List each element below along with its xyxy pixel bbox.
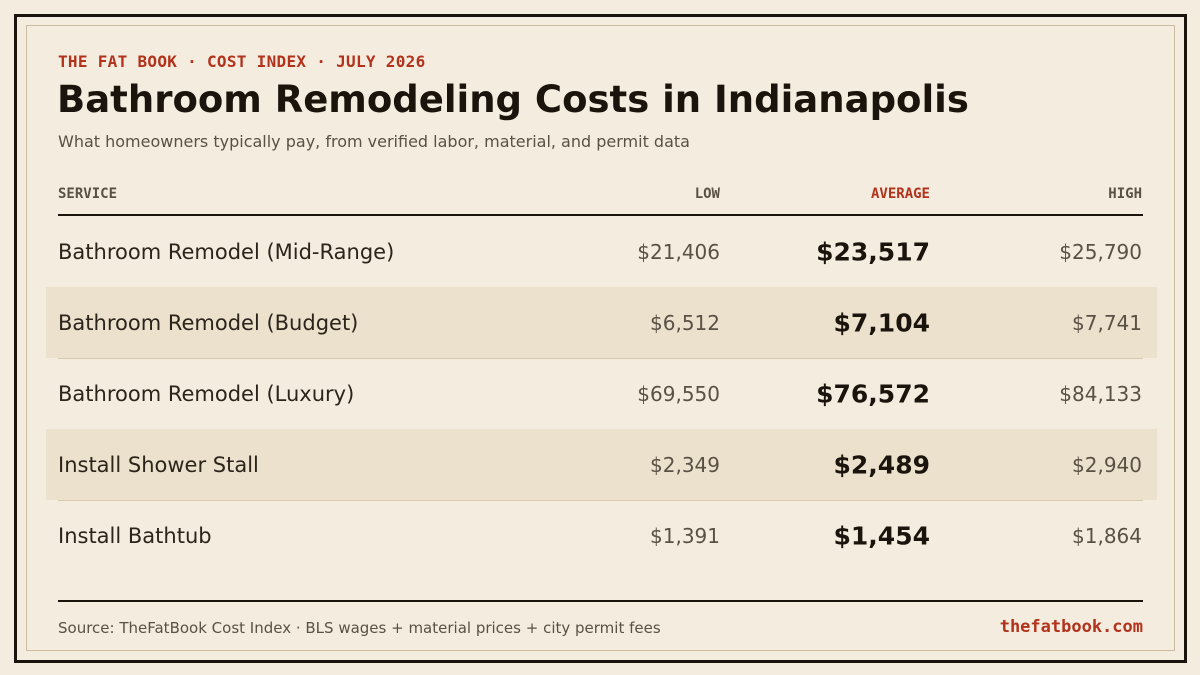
footer-rule — [58, 600, 1143, 602]
high-cost: $25,790 — [1059, 239, 1142, 264]
table-row: Bathroom Remodel (Budget) $6,512 $7,104 … — [46, 287, 1157, 358]
average-cost: $23,517 — [816, 237, 930, 266]
header-rule — [58, 214, 1143, 216]
eyebrow-label: THE FAT BOOK · COST INDEX · JULY 2026 — [58, 52, 426, 71]
table-row: Bathroom Remodel (Luxury) $69,550 $76,57… — [46, 358, 1157, 429]
table-row: Bathroom Remodel (Mid-Range) $21,406 $23… — [46, 216, 1157, 287]
table-header: SERVICE LOW AVERAGE HIGH — [58, 186, 1143, 206]
row-divider — [58, 500, 1143, 501]
average-cost: $2,489 — [833, 450, 930, 479]
inner-frame — [26, 25, 1175, 651]
column-header-service: SERVICE — [58, 186, 118, 202]
high-cost: $1,864 — [1072, 523, 1142, 548]
service-name: Install Bathtub — [58, 523, 212, 548]
service-name: Bathroom Remodel (Budget) — [58, 310, 359, 335]
high-cost: $84,133 — [1059, 381, 1142, 406]
service-name: Install Shower Stall — [58, 452, 259, 477]
low-cost: $1,391 — [650, 523, 720, 548]
average-cost: $7,104 — [833, 308, 930, 337]
source-note: Source: TheFatBook Cost Index · BLS wage… — [58, 619, 661, 637]
outer-frame — [14, 14, 1187, 663]
page-subtitle: What homeowners typically pay, from veri… — [58, 132, 690, 151]
average-cost: $76,572 — [816, 379, 930, 408]
site-link[interactable]: thefatbook.com — [999, 617, 1143, 637]
high-cost: $2,940 — [1072, 452, 1142, 477]
row-divider — [58, 358, 1143, 359]
column-header-high: HIGH — [1108, 186, 1142, 202]
column-header-low: LOW — [694, 186, 720, 202]
table-row: Install Bathtub $1,391 $1,454 $1,864 — [46, 500, 1157, 571]
low-cost: $21,406 — [637, 239, 720, 264]
low-cost: $6,512 — [650, 310, 720, 335]
column-header-average: AVERAGE — [870, 186, 930, 202]
service-name: Bathroom Remodel (Mid-Range) — [58, 239, 395, 264]
table-row: Install Shower Stall $2,349 $2,489 $2,94… — [46, 429, 1157, 500]
low-cost: $2,349 — [650, 452, 720, 477]
high-cost: $7,741 — [1072, 310, 1142, 335]
average-cost: $1,454 — [833, 521, 930, 550]
page-title: Bathroom Remodeling Costs in Indianapoli… — [57, 78, 969, 121]
low-cost: $69,550 — [637, 381, 720, 406]
service-name: Bathroom Remodel (Luxury) — [58, 381, 355, 406]
